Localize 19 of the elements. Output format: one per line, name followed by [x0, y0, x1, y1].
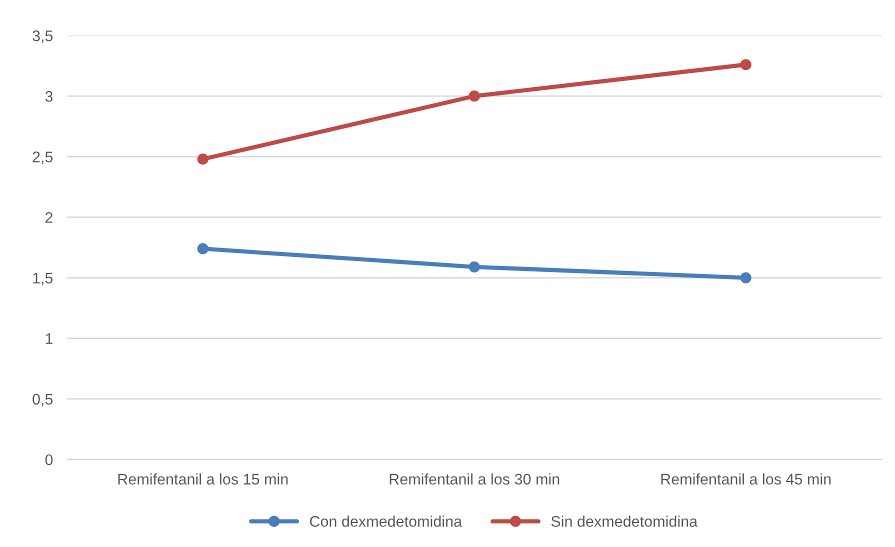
legend-label: Con dexmedetomidina: [310, 516, 462, 527]
point: [468, 261, 480, 272]
point: [740, 59, 752, 70]
y-tick-label: 3,5: [32, 30, 53, 44]
y-tick-label: 3: [45, 90, 53, 102]
point: [197, 243, 208, 254]
point: [468, 90, 480, 102]
y-tick-label: 0,5: [32, 394, 53, 406]
x-tick-label: Remifentanil a los 15 min: [118, 473, 288, 485]
y-tick-label: 1: [46, 333, 52, 344]
y-tick-label: 1,5: [33, 272, 53, 286]
y-tick-label: 2,5: [32, 152, 53, 164]
x-tick-label: Remifentanil a los 45 min: [661, 473, 831, 485]
legend-label: Sin dexmedetomidina: [551, 516, 698, 527]
point: [740, 272, 752, 284]
point: [197, 154, 208, 165]
y-tick-label: 2: [46, 212, 52, 223]
y-tick-label: 0: [45, 454, 53, 466]
x-tick-label: Remifentanil a los 30 min: [390, 473, 560, 485]
